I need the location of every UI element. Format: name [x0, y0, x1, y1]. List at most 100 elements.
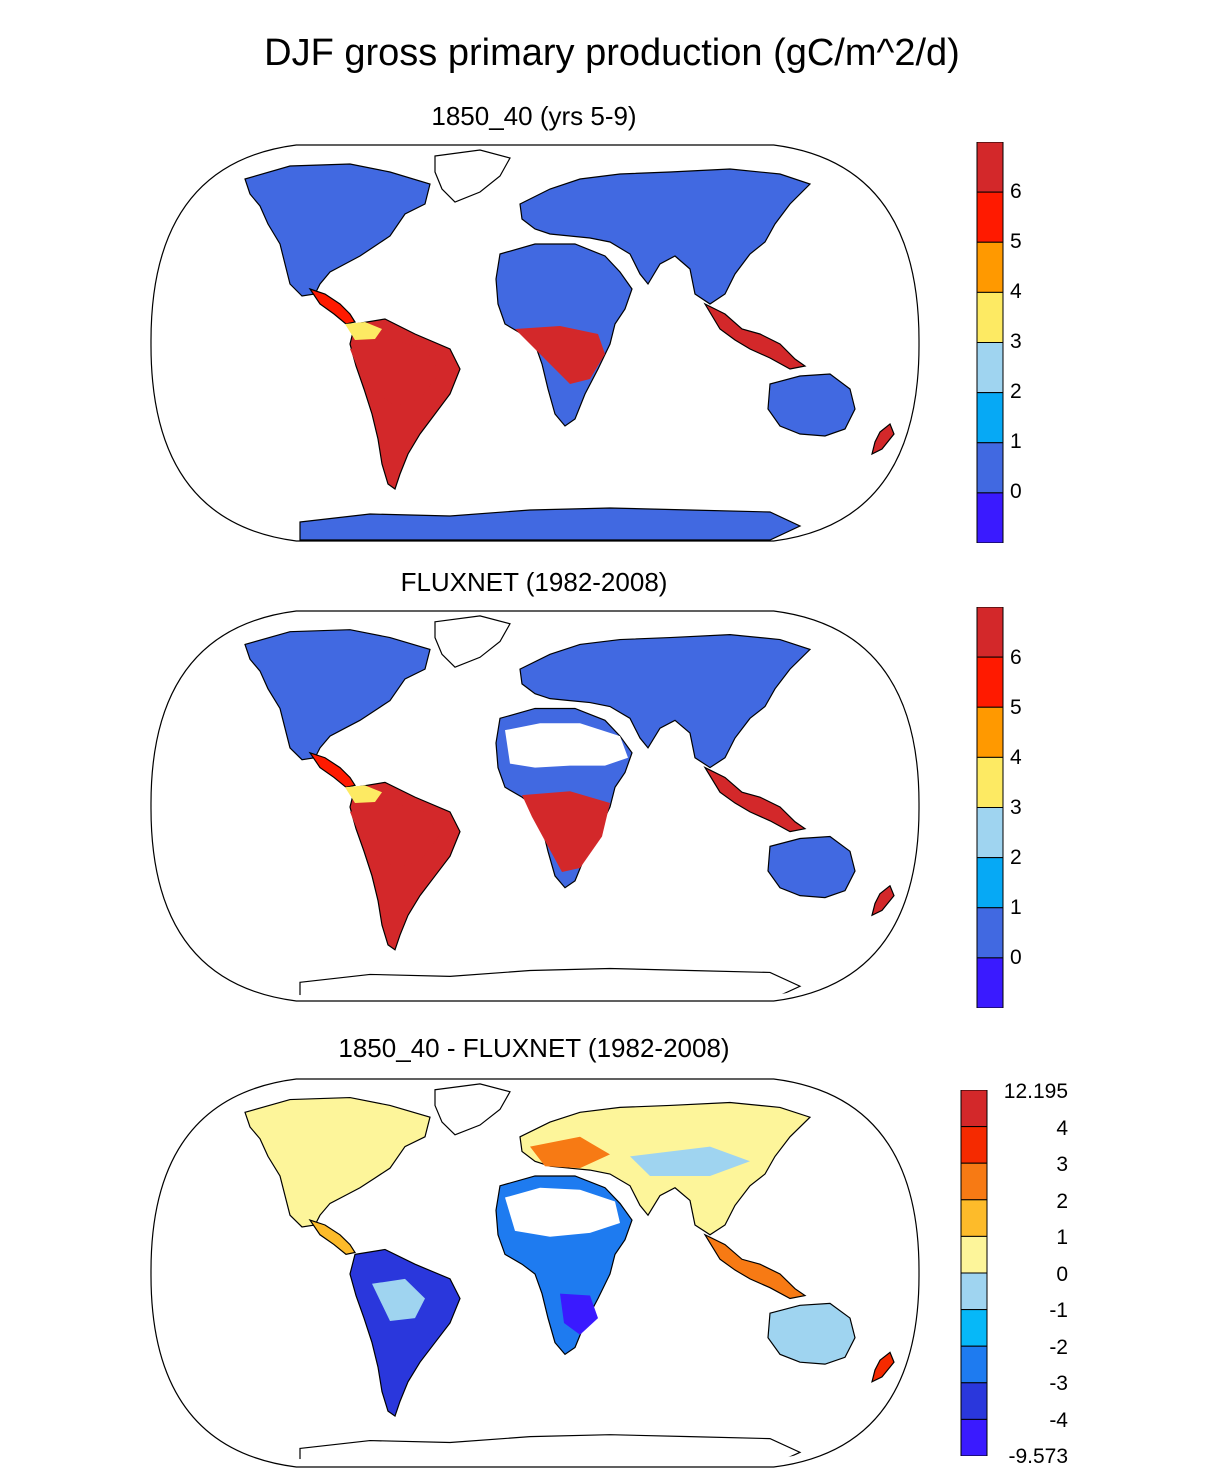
- landmass-central-america: [308, 287, 356, 325]
- colorbar-tick-label: 5: [1010, 230, 1022, 253]
- colorbar-tick-label: 1: [1010, 430, 1022, 453]
- landmass-eurasia: [519, 634, 812, 769]
- colorbar-tick-label: 6: [1010, 646, 1022, 669]
- colorbar-box: [960, 1162, 988, 1201]
- colorbar: [976, 142, 1004, 543]
- landmass-se-asia: [703, 302, 807, 370]
- colorbar-box: [976, 442, 1004, 494]
- landmass-new-zealand: [871, 884, 895, 917]
- colorbar-tick-label: -1: [1049, 1299, 1068, 1322]
- colorbar-tick-label: 2: [1010, 380, 1022, 403]
- sahara-missing: [505, 1187, 620, 1237]
- europe-positive: [530, 1136, 610, 1169]
- panel-title: 1850_40 (yrs 5-9): [431, 101, 637, 131]
- colorbar-tick-label: 2: [1010, 846, 1022, 869]
- landmass-central-america: [308, 751, 356, 788]
- landmass-antarctica: [299, 1434, 802, 1460]
- colorbar-box: [960, 1382, 988, 1420]
- colorbar-tick-label: 4: [1010, 746, 1022, 769]
- landmass-eurasia: [519, 168, 812, 305]
- tropical-africa: [522, 791, 610, 872]
- colorbar-tick-label: 2: [1056, 1189, 1068, 1213]
- landmass-australia: [767, 1302, 856, 1365]
- tropical-amazon: [350, 802, 440, 869]
- colorbar: [976, 607, 1004, 1008]
- central-america-band: [345, 785, 382, 804]
- colorbar-tick-label: -4: [1049, 1408, 1068, 1432]
- colorbar-tick-label: 0: [1056, 1262, 1068, 1286]
- colorbar-tick-label: 6: [1010, 180, 1022, 203]
- landmass-australia: [767, 373, 856, 437]
- colorbar-tick-label: 0: [1010, 946, 1022, 969]
- colorbar: [960, 1090, 988, 1456]
- colorbar-box: [976, 342, 1004, 394]
- colorbar-box: [960, 1418, 988, 1456]
- colorbar-box: [960, 1199, 988, 1237]
- colorbar-box: [976, 857, 1004, 909]
- colorbar-box: [976, 191, 1004, 243]
- colorbar-box: [976, 706, 1004, 758]
- landmass-new-zealand: [871, 423, 895, 456]
- colorbar-box: [976, 241, 1004, 293]
- landmass-new-zealand: [871, 1351, 895, 1383]
- colorbar-tick-label: 3: [1010, 796, 1022, 819]
- landmass-australia: [767, 835, 856, 899]
- colorbar-box: [976, 142, 1004, 193]
- colorbar-tick-label: 4: [1056, 1116, 1068, 1140]
- world-map: [150, 1078, 920, 1468]
- landmass-central-america: [308, 1218, 356, 1256]
- colorbar-tick-label: 3: [1056, 1153, 1068, 1176]
- colorbar-tick-label: 5: [1010, 696, 1022, 719]
- colorbar-box: [960, 1126, 988, 1164]
- figure-title: DJF gross primary production (gC/m^2/d): [264, 32, 960, 74]
- central-asia-negative: [630, 1146, 750, 1176]
- map-boundary: [150, 610, 920, 1002]
- colorbar-box: [976, 957, 1004, 1008]
- colorbar-box: [976, 291, 1004, 344]
- panel-title: 1850_40 - FLUXNET (1982-2008): [338, 1033, 730, 1063]
- landmass-north-america: [244, 629, 431, 761]
- colorbar-box: [976, 656, 1004, 708]
- colorbar-box: [976, 607, 1004, 658]
- southern-africa-negative: [560, 1293, 598, 1335]
- panel-title: FLUXNET (1982-2008): [400, 567, 668, 597]
- colorbar-tick-label: -3: [1049, 1372, 1068, 1395]
- colorbar-box: [976, 907, 1004, 959]
- world-map: [150, 144, 920, 542]
- colorbar-box: [960, 1272, 988, 1311]
- colorbar-box: [976, 492, 1004, 543]
- colorbar-box: [960, 1235, 988, 1274]
- colorbar-box: [976, 756, 1004, 809]
- landmass-greenland: [434, 149, 511, 203]
- landmass-greenland: [434, 615, 511, 668]
- colorbar-tick-label: 0: [1010, 480, 1022, 503]
- landmass-antarctica: [299, 967, 802, 996]
- colorbar-tick-label: -2: [1049, 1335, 1068, 1359]
- landmass-greenland: [434, 1083, 511, 1136]
- colorbar-box: [960, 1090, 988, 1128]
- colorbar-tick-label: 4: [1010, 280, 1022, 303]
- landmass-se-asia: [703, 1233, 807, 1300]
- colorbar-tick-label: 1: [1010, 896, 1022, 919]
- colorbar-tick-label: -9.573: [1008, 1445, 1068, 1468]
- world-map: [150, 610, 920, 1002]
- sahara-missing: [505, 723, 628, 768]
- landmass-antarctica: [299, 507, 802, 541]
- colorbar-tick-label: 1: [1056, 1226, 1068, 1249]
- tropical-amazon: [350, 339, 440, 406]
- map-boundary: [150, 144, 920, 542]
- amazon-core: [372, 1278, 425, 1322]
- landmass-north-america: [244, 1097, 431, 1228]
- colorbar-box: [960, 1309, 988, 1347]
- colorbar-box: [976, 392, 1004, 444]
- colorbar-box: [960, 1345, 988, 1384]
- map-boundary: [150, 1078, 920, 1468]
- colorbar-box: [976, 807, 1004, 859]
- landmass-south-america: [349, 1248, 461, 1418]
- colorbar-tick-label: 3: [1010, 330, 1022, 353]
- landmass-se-asia: [703, 766, 807, 833]
- central-america-band: [345, 322, 382, 340]
- tropical-africa: [515, 326, 605, 384]
- landmass-north-america: [244, 163, 431, 297]
- colorbar-tick-label: 12.195: [1003, 1080, 1068, 1103]
